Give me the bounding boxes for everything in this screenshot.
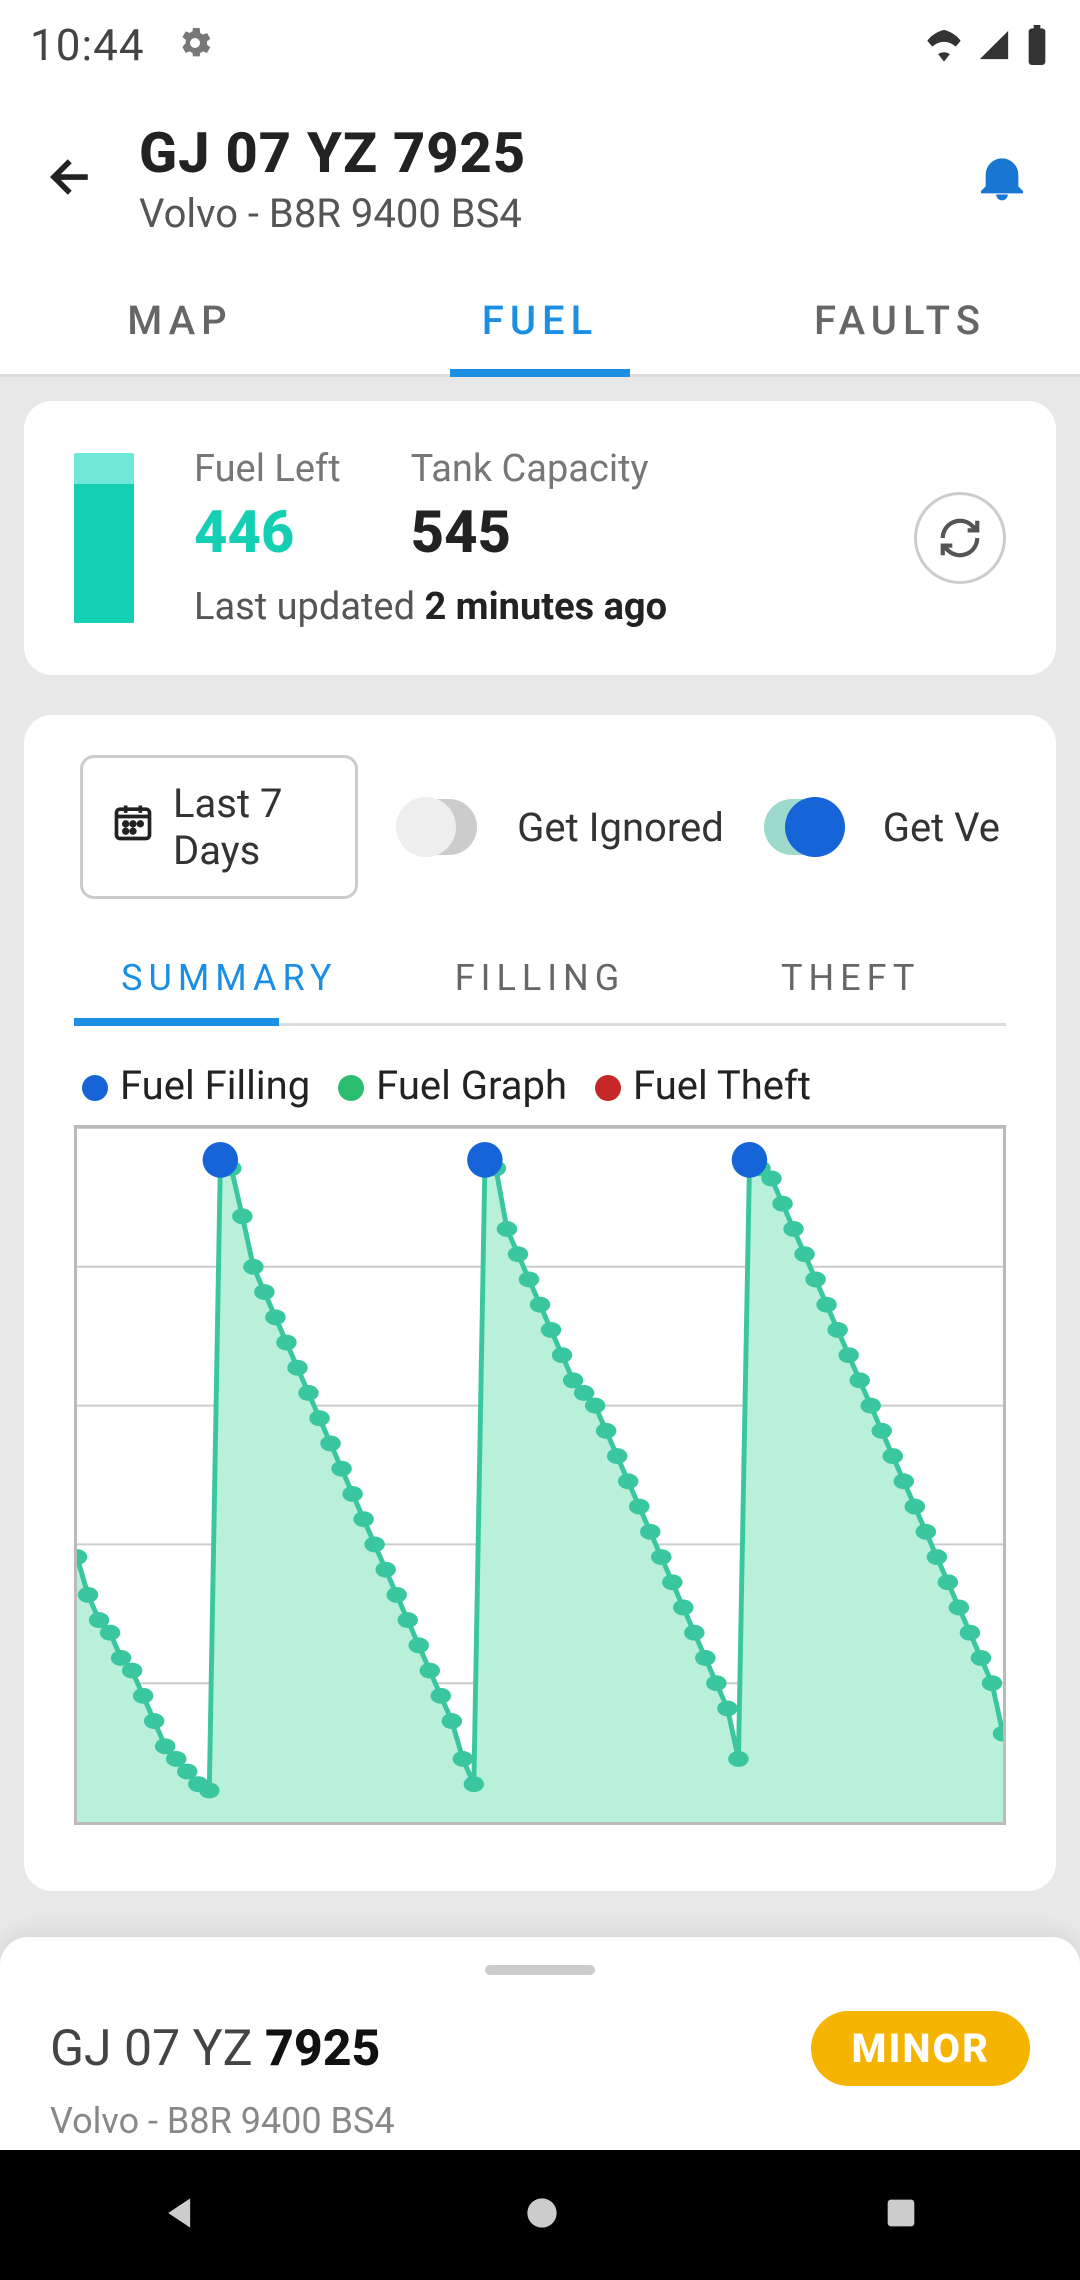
sheet-handle-icon[interactable]	[485, 1965, 595, 1975]
date-range-button[interactable]: Last 7 Days	[80, 755, 358, 899]
tab-fuel[interactable]: FUEL	[360, 267, 720, 374]
severity-badge: MINOR	[811, 2011, 1030, 2086]
fuel-left-value: 446	[194, 499, 341, 567]
toggle-get-ignored[interactable]	[398, 799, 477, 855]
refresh-button[interactable]	[914, 492, 1006, 584]
toggle-get-verified[interactable]	[764, 799, 843, 855]
sheet-vehicle-plate: GJ 07 YZ 7925	[50, 2020, 380, 2078]
fuel-status-card: Fuel Left 446 Tank Capacity 545 Last upd…	[24, 401, 1056, 675]
subtab-summary[interactable]: SUMMARY	[74, 939, 385, 1023]
chart-subtab-bar: SUMMARY FILLING THEFT	[74, 939, 1006, 1026]
toggle-get-ignored-label: Get Ignored	[517, 804, 724, 851]
notifications-button[interactable]	[974, 149, 1030, 209]
bottom-sheet[interactable]: GJ 07 YZ 7925 MINOR Volvo - B8R 9400 BS4	[0, 1937, 1080, 2150]
top-tab-bar: MAP FUEL FAULTS	[0, 267, 1080, 377]
android-nav-bar	[0, 2150, 1080, 2280]
tank-capacity-label: Tank Capacity	[411, 447, 649, 491]
fuel-left-label: Fuel Left	[194, 447, 341, 491]
subtab-filling[interactable]: FILLING	[385, 939, 696, 1023]
tab-map[interactable]: MAP	[0, 267, 360, 374]
calendar-icon	[111, 800, 155, 854]
status-time: 10:44	[30, 19, 145, 71]
android-home-button[interactable]	[520, 2191, 564, 2239]
tab-faults[interactable]: FAULTS	[720, 267, 1080, 374]
vehicle-model-subtitle: Volvo - B8R 9400 BS4	[139, 190, 934, 237]
fuel-chart[interactable]	[74, 1125, 1006, 1825]
vehicle-plate-title: GJ 07 YZ 7925	[139, 120, 934, 186]
last-updated-text: Last updated 2 minutes ago	[194, 585, 667, 629]
android-status-bar: 10:44	[0, 0, 1080, 90]
date-range-label: Last 7 Days	[173, 780, 327, 874]
android-recents-button[interactable]	[881, 2193, 921, 2237]
back-button[interactable]	[45, 150, 99, 208]
app-bar: GJ 07 YZ 7925 Volvo - B8R 9400 BS4	[0, 90, 1080, 267]
fuel-chart-card: Last 7 Days Get Ignored Get Ve SUMMARY F…	[24, 715, 1056, 1891]
tank-capacity-value: 545	[411, 499, 649, 567]
settings-icon	[175, 23, 215, 67]
android-back-button[interactable]	[159, 2191, 203, 2239]
system-tray-icons	[924, 25, 1050, 65]
chart-legend: Fuel Filling Fuel Graph Fuel Theft	[74, 1026, 1006, 1125]
fuel-tank-icon	[74, 453, 134, 623]
toggle-get-verified-label: Get Ve	[883, 804, 1000, 851]
sheet-vehicle-subtitle: Volvo - B8R 9400 BS4	[50, 2100, 1030, 2140]
subtab-theft[interactable]: THEFT	[695, 939, 1006, 1023]
